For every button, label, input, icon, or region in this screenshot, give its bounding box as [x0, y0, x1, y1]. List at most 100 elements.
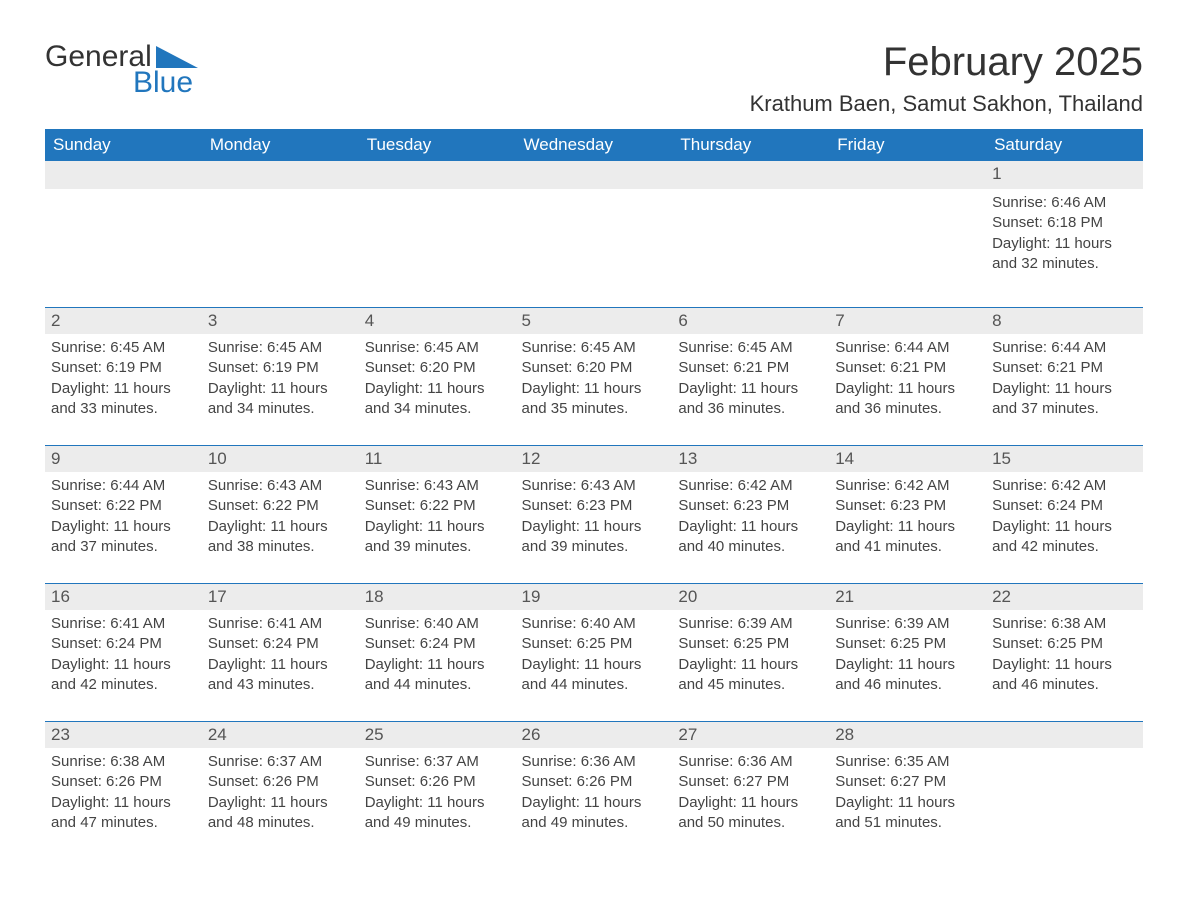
calendar-cell: 4Sunrise: 6:45 AMSunset: 6:20 PMDaylight…: [359, 308, 516, 446]
calendar-cell: 20Sunrise: 6:39 AMSunset: 6:25 PMDayligh…: [672, 584, 829, 722]
day-info: Sunrise: 6:40 AMSunset: 6:24 PMDaylight:…: [359, 610, 516, 721]
day-info: Sunrise: 6:44 AMSunset: 6:22 PMDaylight:…: [45, 472, 202, 583]
day-number: 14: [829, 446, 986, 472]
calendar-cell: 10Sunrise: 6:43 AMSunset: 6:22 PMDayligh…: [202, 446, 359, 584]
weekday-header: Saturday: [986, 129, 1143, 161]
weekday-header: Monday: [202, 129, 359, 161]
calendar-cell: 16Sunrise: 6:41 AMSunset: 6:24 PMDayligh…: [45, 584, 202, 722]
day-info-empty: [359, 189, 516, 307]
calendar-row: 16Sunrise: 6:41 AMSunset: 6:24 PMDayligh…: [45, 584, 1143, 722]
day-info: Sunrise: 6:45 AMSunset: 6:20 PMDaylight:…: [516, 334, 673, 445]
day-info: Sunrise: 6:42 AMSunset: 6:23 PMDaylight:…: [829, 472, 986, 583]
calendar-cell: 25Sunrise: 6:37 AMSunset: 6:26 PMDayligh…: [359, 722, 516, 860]
logo: General Blue: [45, 40, 198, 100]
day-number: 16: [45, 584, 202, 610]
day-number: 25: [359, 722, 516, 748]
day-number: 7: [829, 308, 986, 334]
day-number: 23: [45, 722, 202, 748]
calendar-cell: 19Sunrise: 6:40 AMSunset: 6:25 PMDayligh…: [516, 584, 673, 722]
day-number: 3: [202, 308, 359, 334]
calendar-cell: 12Sunrise: 6:43 AMSunset: 6:23 PMDayligh…: [516, 446, 673, 584]
calendar-cell: 5Sunrise: 6:45 AMSunset: 6:20 PMDaylight…: [516, 308, 673, 446]
day-number-empty: [45, 161, 202, 189]
day-number: 19: [516, 584, 673, 610]
calendar-table: SundayMondayTuesdayWednesdayThursdayFrid…: [45, 129, 1143, 859]
calendar-cell: 1Sunrise: 6:46 AMSunset: 6:18 PMDaylight…: [986, 161, 1143, 308]
day-info: Sunrise: 6:38 AMSunset: 6:26 PMDaylight:…: [45, 748, 202, 859]
day-info: Sunrise: 6:35 AMSunset: 6:27 PMDaylight:…: [829, 748, 986, 859]
day-info: Sunrise: 6:41 AMSunset: 6:24 PMDaylight:…: [202, 610, 359, 721]
day-number: 12: [516, 446, 673, 472]
calendar-cell: 3Sunrise: 6:45 AMSunset: 6:19 PMDaylight…: [202, 308, 359, 446]
day-number: 1: [986, 161, 1143, 189]
day-number: 2: [45, 308, 202, 334]
calendar-cell: 11Sunrise: 6:43 AMSunset: 6:22 PMDayligh…: [359, 446, 516, 584]
day-number: 24: [202, 722, 359, 748]
day-number-empty: [202, 161, 359, 189]
calendar-cell: 9Sunrise: 6:44 AMSunset: 6:22 PMDaylight…: [45, 446, 202, 584]
day-info: Sunrise: 6:40 AMSunset: 6:25 PMDaylight:…: [516, 610, 673, 721]
calendar-row: 2Sunrise: 6:45 AMSunset: 6:19 PMDaylight…: [45, 308, 1143, 446]
calendar-cell: 6Sunrise: 6:45 AMSunset: 6:21 PMDaylight…: [672, 308, 829, 446]
day-number-empty: [359, 161, 516, 189]
day-info-empty: [672, 189, 829, 307]
day-number: 27: [672, 722, 829, 748]
weekday-header: Friday: [829, 129, 986, 161]
calendar-cell: [672, 161, 829, 308]
day-number: 11: [359, 446, 516, 472]
calendar-cell: 23Sunrise: 6:38 AMSunset: 6:26 PMDayligh…: [45, 722, 202, 860]
day-number: 6: [672, 308, 829, 334]
calendar-cell: [45, 161, 202, 308]
day-info: Sunrise: 6:45 AMSunset: 6:19 PMDaylight:…: [202, 334, 359, 445]
day-number: 13: [672, 446, 829, 472]
calendar-cell: 18Sunrise: 6:40 AMSunset: 6:24 PMDayligh…: [359, 584, 516, 722]
calendar-cell: 27Sunrise: 6:36 AMSunset: 6:27 PMDayligh…: [672, 722, 829, 860]
day-number: 8: [986, 308, 1143, 334]
day-info: Sunrise: 6:39 AMSunset: 6:25 PMDaylight:…: [672, 610, 829, 721]
day-info: Sunrise: 6:36 AMSunset: 6:26 PMDaylight:…: [516, 748, 673, 859]
day-info: Sunrise: 6:44 AMSunset: 6:21 PMDaylight:…: [986, 334, 1143, 445]
calendar-cell: 21Sunrise: 6:39 AMSunset: 6:25 PMDayligh…: [829, 584, 986, 722]
calendar-cell: 26Sunrise: 6:36 AMSunset: 6:26 PMDayligh…: [516, 722, 673, 860]
title-block: February 2025 Krathum Baen, Samut Sakhon…: [750, 40, 1143, 117]
calendar-cell: 17Sunrise: 6:41 AMSunset: 6:24 PMDayligh…: [202, 584, 359, 722]
calendar-cell: 28Sunrise: 6:35 AMSunset: 6:27 PMDayligh…: [829, 722, 986, 860]
day-number: 17: [202, 584, 359, 610]
day-number: 22: [986, 584, 1143, 610]
day-number: 20: [672, 584, 829, 610]
day-info: Sunrise: 6:37 AMSunset: 6:26 PMDaylight:…: [202, 748, 359, 859]
calendar-row: 23Sunrise: 6:38 AMSunset: 6:26 PMDayligh…: [45, 722, 1143, 860]
calendar-cell: 8Sunrise: 6:44 AMSunset: 6:21 PMDaylight…: [986, 308, 1143, 446]
location-text: Krathum Baen, Samut Sakhon, Thailand: [750, 91, 1143, 117]
day-info-empty: [516, 189, 673, 307]
day-info: Sunrise: 6:42 AMSunset: 6:23 PMDaylight:…: [672, 472, 829, 583]
calendar-cell: [516, 161, 673, 308]
day-number-empty: [986, 722, 1143, 748]
day-number-empty: [829, 161, 986, 189]
day-info-empty: [829, 189, 986, 307]
day-number: 28: [829, 722, 986, 748]
calendar-cell: 7Sunrise: 6:44 AMSunset: 6:21 PMDaylight…: [829, 308, 986, 446]
day-info-empty: [986, 748, 1143, 798]
day-info: Sunrise: 6:41 AMSunset: 6:24 PMDaylight:…: [45, 610, 202, 721]
day-number: 10: [202, 446, 359, 472]
calendar-row: 1Sunrise: 6:46 AMSunset: 6:18 PMDaylight…: [45, 161, 1143, 308]
weekday-header: Tuesday: [359, 129, 516, 161]
day-info: Sunrise: 6:39 AMSunset: 6:25 PMDaylight:…: [829, 610, 986, 721]
page-title: February 2025: [750, 40, 1143, 85]
day-info: Sunrise: 6:45 AMSunset: 6:21 PMDaylight:…: [672, 334, 829, 445]
calendar-cell: 24Sunrise: 6:37 AMSunset: 6:26 PMDayligh…: [202, 722, 359, 860]
day-info-empty: [45, 189, 202, 307]
day-info-empty: [202, 189, 359, 307]
day-info: Sunrise: 6:45 AMSunset: 6:20 PMDaylight:…: [359, 334, 516, 445]
calendar-cell: 14Sunrise: 6:42 AMSunset: 6:23 PMDayligh…: [829, 446, 986, 584]
calendar-row: 9Sunrise: 6:44 AMSunset: 6:22 PMDaylight…: [45, 446, 1143, 584]
day-number: 4: [359, 308, 516, 334]
day-info: Sunrise: 6:43 AMSunset: 6:22 PMDaylight:…: [202, 472, 359, 583]
day-info: Sunrise: 6:46 AMSunset: 6:18 PMDaylight:…: [986, 189, 1143, 307]
day-info: Sunrise: 6:36 AMSunset: 6:27 PMDaylight:…: [672, 748, 829, 859]
day-number-empty: [672, 161, 829, 189]
weekday-header: Thursday: [672, 129, 829, 161]
day-number: 26: [516, 722, 673, 748]
weekday-header: Wednesday: [516, 129, 673, 161]
